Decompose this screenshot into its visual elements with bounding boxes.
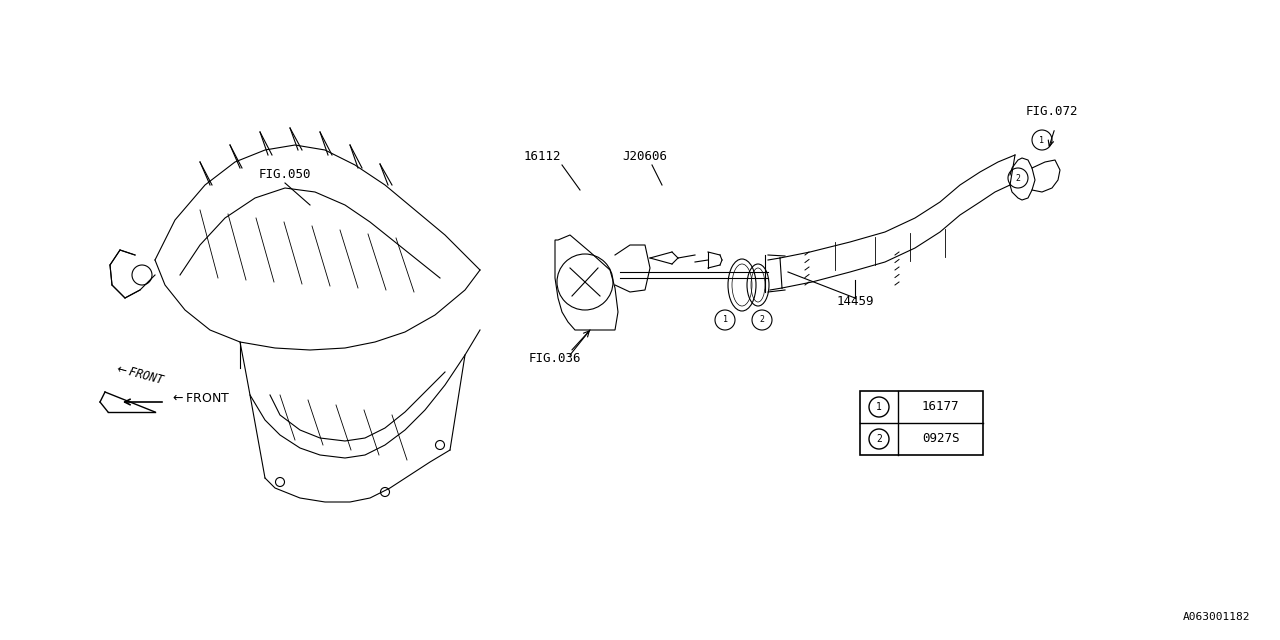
Text: 0927S: 0927S [922, 433, 959, 445]
Text: J20606: J20606 [622, 150, 667, 163]
Text: 2: 2 [759, 316, 764, 324]
Text: A063001182: A063001182 [1183, 612, 1251, 622]
Bar [860, 391, 983, 455]
Text: 1: 1 [722, 316, 727, 324]
Text: 2: 2 [876, 434, 882, 444]
Text: 16177: 16177 [922, 401, 959, 413]
Text: $\leftarrow$FRONT: $\leftarrow$FRONT [170, 392, 230, 405]
Text: 16112: 16112 [524, 150, 561, 163]
Text: 1: 1 [1039, 136, 1044, 145]
Text: 1: 1 [876, 402, 882, 412]
Text: $\leftarrow$FRONT: $\leftarrow$FRONT [113, 362, 166, 388]
Text: 14459: 14459 [836, 295, 874, 308]
Text: FIG.036: FIG.036 [529, 352, 581, 365]
Text: 2: 2 [1015, 173, 1020, 182]
Text: FIG.072: FIG.072 [1025, 105, 1078, 118]
Text: FIG.050: FIG.050 [259, 168, 311, 181]
